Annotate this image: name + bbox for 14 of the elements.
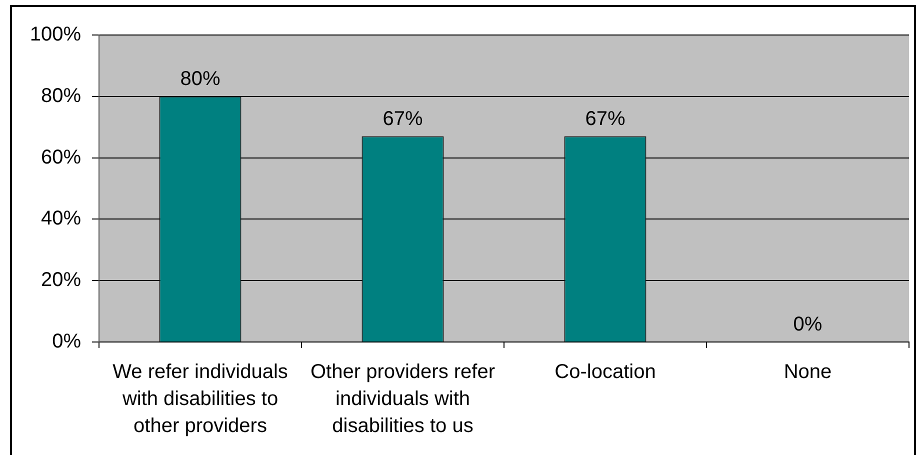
y-tick-label: 20% (40, 269, 82, 292)
y-tick-label: 80% (40, 84, 82, 107)
data-label: 0% (793, 314, 822, 336)
data-label: 67% (585, 108, 626, 130)
y-tick-label: 40% (40, 208, 82, 230)
data-label: 67% (382, 108, 423, 130)
x-tick-label: We refer individuals with disabilities to other providers (112, 361, 288, 438)
y-tick-label: 60% (40, 146, 82, 168)
y-tick-label: 100% (30, 24, 82, 46)
x-tick-label: Other providers refer individuals with disabilities to us (310, 361, 496, 438)
y-tick-label: 0% (52, 330, 82, 353)
x-tick-label: Co-location (554, 361, 656, 384)
x-tick-label: None (784, 361, 832, 384)
data-label: 80% (180, 68, 220, 90)
